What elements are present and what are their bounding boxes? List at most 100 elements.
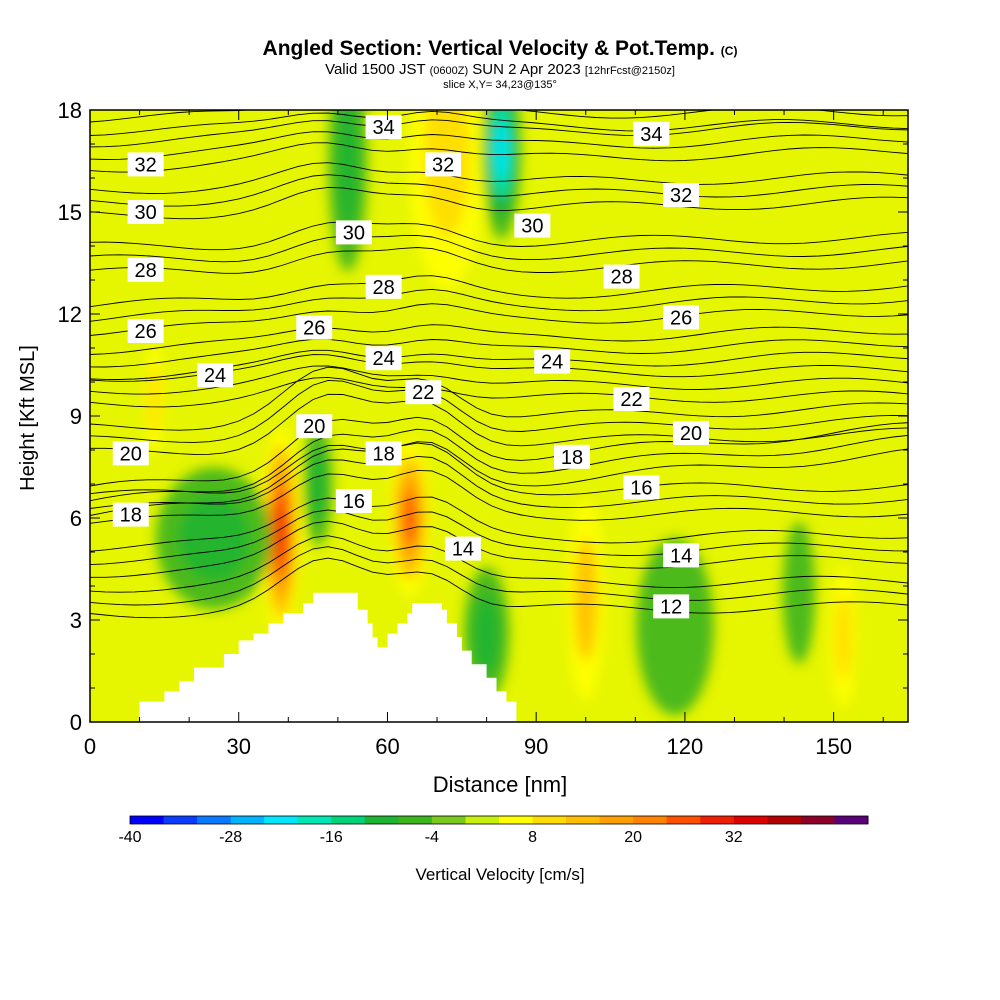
theta-label-text: 28 [372, 277, 394, 299]
theta-label-text: 20 [303, 416, 325, 438]
theta-label-30: 30 [514, 213, 551, 238]
colorbar-tick-label: -4 [425, 829, 439, 846]
x-axis-label: Distance [nm] [433, 772, 568, 797]
theta-label-text: 12 [660, 596, 682, 618]
theta-labels: 12 14 16 18 20 22 24 26 28 30 32 34 34 32 32 30 30 28 28 26… [112, 115, 709, 619]
theta-label-bg [296, 315, 333, 340]
theta-label-24: 24 [365, 346, 402, 371]
colorbar-tick-label: 32 [725, 829, 743, 846]
theta-contour-16 [90, 469, 908, 524]
theta-label-26: 26 [127, 319, 164, 343]
theta-label-bg [127, 152, 164, 177]
theta-label-bg [663, 305, 700, 330]
y-tick-label: 15 [58, 200, 82, 225]
theta-contour-16 [90, 455, 908, 509]
theta-label-bg [127, 200, 164, 224]
theta-label-text: 24 [204, 365, 226, 387]
theta-contour-20 [90, 393, 908, 455]
x-tick-label: 120 [667, 734, 704, 759]
theta-label-text: 30 [343, 222, 365, 244]
colorbar-swatch [767, 816, 802, 824]
theta-label-text: 28 [135, 260, 157, 282]
valid-date: SUN 2 Apr 2023 [472, 61, 581, 78]
y-tick-label: 12 [58, 302, 82, 327]
theta-contour-32 [90, 119, 908, 148]
theta-label-bg [405, 380, 442, 405]
theta-label-12: 12 [653, 594, 690, 619]
theta-label-text: 24 [372, 348, 394, 370]
theta-label-bg [672, 421, 709, 445]
theta-label-bg [112, 441, 149, 466]
theta-label-text: 28 [610, 267, 632, 289]
theta-label-text: 32 [432, 154, 454, 176]
colorbar-swatch [733, 816, 768, 824]
theta-contour-18 [90, 441, 908, 516]
theta-contour-28 [90, 247, 908, 274]
velocity-feature [275, 502, 287, 561]
colorbar-swatch [465, 816, 500, 824]
colorbar-swatch [331, 816, 366, 824]
theta-label-bg [365, 346, 402, 371]
colorbar-swatch [599, 816, 634, 824]
theta-contour-20 [90, 379, 908, 443]
colorbar-swatch [130, 816, 165, 824]
theta-contour-26 [90, 303, 908, 336]
theta-contour-16 [90, 442, 908, 496]
theta-label-bg [514, 213, 551, 238]
chart-title-block: Angled Section: Vertical Velocity & Pot.… [0, 38, 1000, 92]
slice-info: slice X,Y= 34,23@135° [443, 79, 557, 91]
colorbar-swatch [532, 816, 567, 824]
theta-label-text: 14 [452, 539, 474, 561]
theta-label-bg [444, 536, 481, 561]
theta-label-32: 32 [663, 183, 700, 207]
theta-contour-14 [90, 496, 908, 552]
theta-contour-32 [90, 131, 908, 160]
theta-label-16: 16 [335, 489, 372, 513]
theta-label-text: 26 [135, 321, 157, 343]
theta-contour-34 [90, 110, 908, 136]
theta-label-24: 24 [534, 349, 571, 374]
colorbar-tick-label: -28 [219, 829, 242, 846]
colorbar-tick-label: -40 [118, 829, 141, 846]
theta-label-34: 34 [365, 115, 402, 139]
theta-label-text: 16 [343, 491, 365, 513]
valid-utc: (0600Z) [429, 65, 469, 77]
colorbar-tick-label: -16 [320, 829, 343, 846]
theta-label-14: 14 [444, 536, 481, 561]
colorbar-swatch [499, 816, 534, 824]
theta-label-bg [365, 274, 402, 299]
theta-label-text: 14 [670, 545, 692, 567]
theta-label-bg [633, 121, 670, 146]
velocity-feature [835, 594, 853, 680]
theta-label-bg [365, 441, 402, 466]
theta-contour-14 [90, 509, 908, 566]
theta-contour-30 [90, 162, 908, 194]
y-tick-label: 3 [70, 608, 82, 633]
theta-label-text: 24 [541, 352, 563, 374]
theta-label-bg [554, 444, 591, 469]
theta-label-bg [127, 257, 164, 282]
theta-label-bg [296, 414, 333, 439]
velocity-feature [309, 446, 327, 522]
colorbar-swatch [666, 816, 701, 824]
theta-label-18: 18 [554, 444, 591, 469]
chart-title: Angled Section: Vertical Velocity & Pot.… [0, 38, 1000, 62]
theta-label-20: 20 [296, 414, 333, 439]
colorbar-swatch [398, 816, 433, 824]
colorbar-swatch [800, 816, 835, 824]
theta-label-28: 28 [127, 257, 164, 282]
x-tick-label: 90 [524, 734, 548, 759]
colorbar-swatch [566, 816, 601, 824]
theta-contour-24 [90, 338, 908, 368]
theta-contour-34 [90, 82, 908, 108]
theta-contour-24 [90, 324, 908, 355]
theta-contour-30 [90, 174, 908, 207]
colorbar: -40 -28 -16 -4 8 20 32 [118, 815, 869, 846]
colorbar-swatch [700, 816, 735, 824]
colorbar-frame [129, 815, 869, 825]
velocity-feature [148, 364, 161, 434]
velocity-feature [574, 538, 598, 661]
title-mark: (C) [720, 44, 738, 58]
theta-contour-32 [90, 142, 908, 173]
